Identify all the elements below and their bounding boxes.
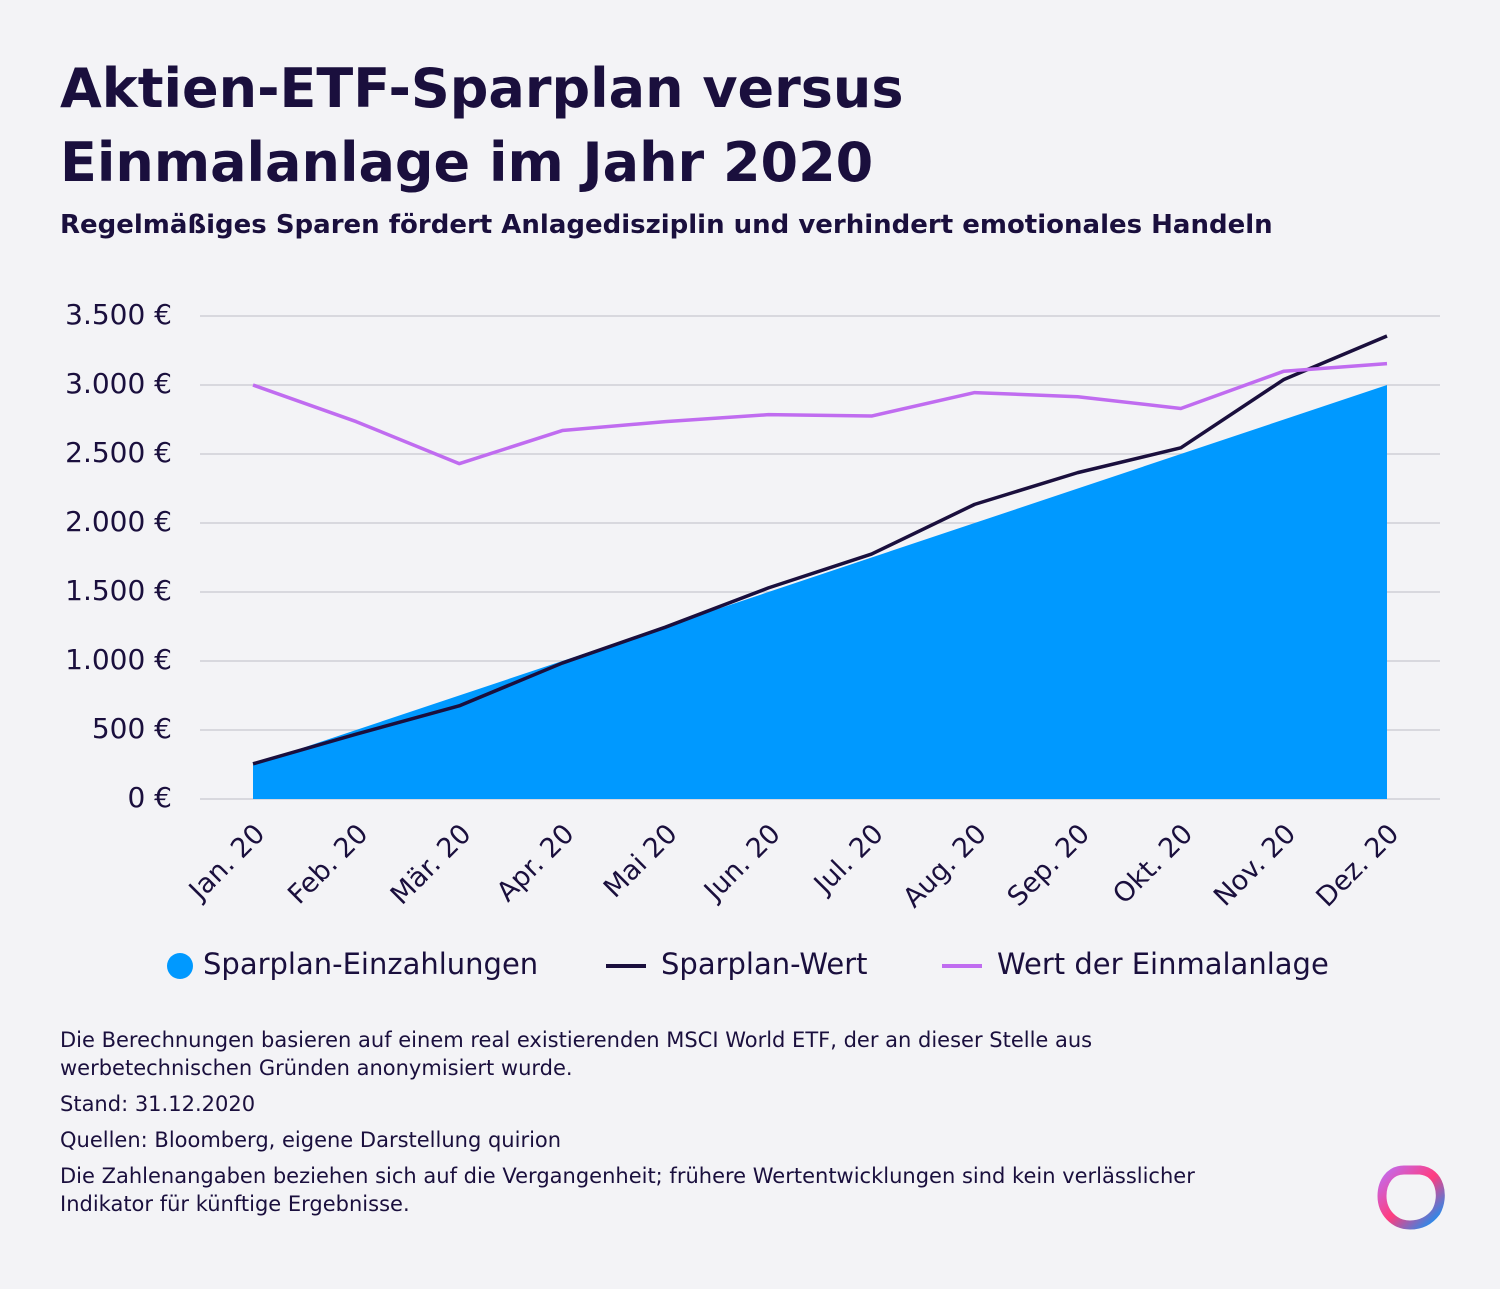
x-tick-label: Nov. 20 (1208, 818, 1302, 912)
x-tick-label: Mai 20 (598, 818, 684, 904)
x-tick-label: Aug. 20 (897, 818, 993, 914)
x-tick-label: Dez. 20 (1310, 818, 1405, 913)
legend-label: Wert der Einmalanlage (997, 947, 1329, 981)
legend-label: Sparplan-Einzahlungen (203, 947, 538, 981)
area (253, 385, 1387, 799)
x-tick-label: Sep. 20 (1002, 818, 1096, 912)
y-tick-label: 1.500 € (65, 574, 172, 607)
note: Stand: 31.12.2020 (60, 1092, 256, 1116)
x-tick-label: Apr. 20 (491, 818, 581, 908)
logo (1377, 1165, 1445, 1230)
line (252, 334, 1388, 766)
legend-swatch (167, 953, 193, 979)
chart: 0 € 500 € 1.000 € 1.500 € 2.000 € 2.500 € 3.00… (65, 298, 1440, 981)
y-tick-label: 0 € (127, 781, 172, 814)
chart-title: Aktien-ETF-Sparplan versus Einmalanlage … (60, 57, 904, 194)
y-tick-label: 3.000 € (65, 367, 172, 400)
legend-label: Sparplan-Wert (661, 947, 868, 981)
x-tick-label: Jul. 20 (807, 818, 890, 901)
chart-subtitle: Regelmäßiges Sparen fördert Anlagediszip… (60, 210, 1273, 240)
line (252, 361, 1388, 466)
note: Die Berechnungen basieren auf einem real… (60, 1028, 1093, 1080)
x-tick-label: Mär. 20 (385, 818, 478, 911)
x-tick-label: Feb. 20 (282, 818, 374, 910)
y-tick-label: 2.000 € (65, 505, 172, 538)
x-tick-label: Jun. 20 (697, 818, 787, 908)
y-tick-label: 3.500 € (65, 298, 172, 331)
notes: Die Berechnungen basieren auf einem real… (60, 1026, 1260, 1226)
y-tick-label: 500 € (92, 712, 172, 745)
x-tick-label: Jan. 20 (182, 818, 271, 907)
note: Die Zahlenangaben beziehen sich auf die … (60, 1164, 1195, 1216)
x-tick-label: Okt. 20 (1107, 818, 1199, 910)
y-tick-label: 1.000 € (65, 643, 172, 676)
note: Quellen: Bloomberg, eigene Darstellung q… (60, 1128, 562, 1152)
y-tick-label: 2.500 € (65, 436, 172, 469)
